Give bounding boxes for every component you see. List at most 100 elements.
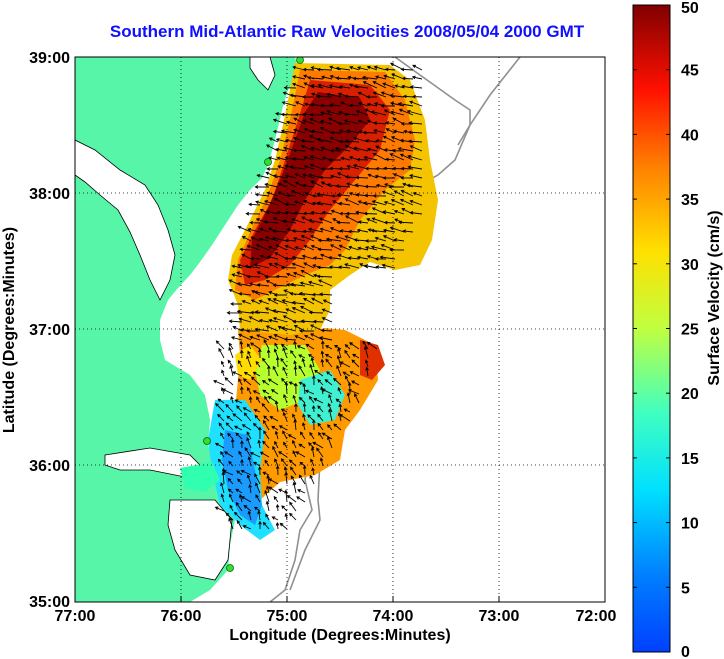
velocity-arrow bbox=[407, 139, 423, 144]
velocity-arrow bbox=[263, 200, 279, 206]
velocity-arrow bbox=[319, 119, 333, 125]
velocity-arrow bbox=[299, 305, 315, 314]
velocity-arrow bbox=[402, 94, 414, 99]
velocity-arrow bbox=[282, 347, 288, 359]
velocity-arrow bbox=[336, 364, 342, 377]
velocity-arrow bbox=[310, 129, 324, 134]
velocity-arrow bbox=[318, 279, 333, 287]
velocity-arrow bbox=[236, 282, 252, 287]
velocity-arrow bbox=[274, 458, 279, 467]
velocity-arrow bbox=[239, 247, 252, 252]
velocity-arrow bbox=[238, 292, 252, 296]
velocity-arrow bbox=[319, 336, 333, 341]
velocity-arrow bbox=[274, 252, 288, 260]
velocity-arrow bbox=[322, 299, 333, 305]
y-axis-label: Latitude (Degrees:Minutes) bbox=[1, 227, 18, 433]
velocity-arrow bbox=[273, 197, 288, 206]
velocity-arrow bbox=[366, 95, 378, 99]
velocity-arrow bbox=[400, 67, 414, 72]
colorbar bbox=[632, 4, 671, 653]
velocity-arrow bbox=[320, 340, 325, 350]
velocity-arrow bbox=[290, 189, 306, 197]
velocity-arrow bbox=[364, 108, 378, 116]
colorbar-tick-label: 45 bbox=[681, 63, 699, 80]
velocity-arrow bbox=[399, 138, 414, 143]
velocity-arrow bbox=[327, 424, 333, 431]
velocity-arrow bbox=[273, 495, 279, 503]
velocity-arrow bbox=[320, 75, 333, 80]
velocity-arrow bbox=[362, 130, 378, 135]
velocity-arrow bbox=[246, 274, 261, 279]
velocity-arrow bbox=[294, 403, 298, 413]
velocity-arrow bbox=[291, 306, 306, 314]
velocity-arrow bbox=[268, 486, 279, 494]
velocity-arrow bbox=[271, 516, 279, 521]
velocity-arrow bbox=[314, 369, 324, 377]
velocity-arrow bbox=[289, 165, 306, 170]
velocity-arrow bbox=[311, 405, 316, 413]
velocity-arrow bbox=[258, 237, 270, 242]
velocity-arrow bbox=[321, 308, 333, 314]
velocity-arrow bbox=[335, 76, 351, 80]
velocity-arrow bbox=[309, 155, 324, 161]
velocity-arrow bbox=[221, 369, 225, 377]
velocity-arrow bbox=[280, 112, 297, 117]
velocity-arrow bbox=[335, 235, 351, 242]
y-tick-label: 38:00 bbox=[29, 186, 70, 203]
velocity-arrow bbox=[318, 431, 324, 440]
velocity-arrow bbox=[385, 128, 396, 134]
velocity-arrow bbox=[272, 174, 288, 179]
velocity-arrow bbox=[280, 408, 288, 413]
colorbar-label: Surface Velocity (cm/s) bbox=[706, 210, 723, 385]
velocity-arrow bbox=[317, 378, 324, 386]
velocity-arrow bbox=[356, 157, 369, 162]
velocity-arrow bbox=[287, 434, 297, 440]
velocity-arrow bbox=[349, 65, 360, 71]
velocity-arrow bbox=[336, 354, 342, 368]
velocity-arrow bbox=[309, 363, 315, 377]
velocity-arrow bbox=[282, 430, 288, 440]
velocity-arrow bbox=[298, 443, 306, 449]
velocity-arrow bbox=[351, 359, 360, 368]
velocity-arrow bbox=[383, 200, 396, 206]
velocity-arrow bbox=[274, 430, 279, 440]
velocity-arrow bbox=[235, 501, 243, 512]
velocity-arrow bbox=[382, 228, 396, 233]
velocity-arrow bbox=[272, 445, 279, 458]
velocity-arrow bbox=[408, 121, 423, 125]
velocity-arrow bbox=[275, 521, 280, 530]
velocity-arrow bbox=[389, 226, 405, 233]
velocity-arrow bbox=[309, 474, 315, 485]
velocity-arrow bbox=[344, 349, 351, 359]
velocity-arrow bbox=[329, 227, 342, 233]
velocity-arrow bbox=[302, 173, 315, 179]
velocity-arrow bbox=[374, 257, 387, 261]
velocity-arrow bbox=[302, 382, 307, 395]
velocity-arrow bbox=[382, 235, 396, 242]
velocity-arrow bbox=[365, 138, 378, 143]
velocity-arrow bbox=[290, 466, 297, 476]
velocity-arrow bbox=[248, 316, 261, 323]
velocity-arrow bbox=[264, 489, 270, 503]
velocity-arrow bbox=[244, 264, 261, 269]
velocity-arrow bbox=[280, 129, 297, 134]
velocity-arrow bbox=[215, 402, 225, 413]
velocity-arrow bbox=[224, 377, 234, 386]
velocity-arrow bbox=[308, 310, 324, 315]
velocity-arrow bbox=[320, 167, 333, 171]
x-tick-label: 74:00 bbox=[373, 608, 414, 625]
velocity-arrow bbox=[357, 119, 369, 125]
velocity-arrow bbox=[227, 432, 234, 440]
velocity-arrow bbox=[240, 496, 252, 503]
velocity-arrow bbox=[254, 414, 261, 422]
velocity-arrow bbox=[312, 419, 316, 431]
velocity-arrow bbox=[371, 217, 387, 224]
velocity-arrow bbox=[228, 319, 243, 324]
velocity-arrow bbox=[293, 340, 297, 350]
velocity-arrow bbox=[280, 265, 297, 270]
velocity-arrow bbox=[389, 101, 405, 107]
velocity-arrow bbox=[236, 519, 243, 530]
velocity-arrow bbox=[319, 103, 333, 108]
velocity-arrow bbox=[278, 425, 288, 431]
velocity-arrow bbox=[256, 396, 261, 404]
